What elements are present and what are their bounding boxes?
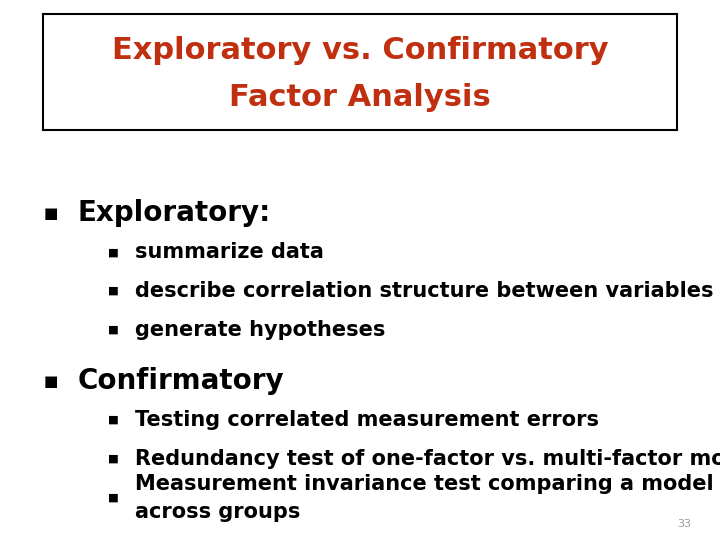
FancyBboxPatch shape: [43, 14, 677, 130]
Text: ■: ■: [108, 454, 119, 464]
Text: summarize data: summarize data: [135, 242, 324, 262]
Text: ■: ■: [108, 325, 119, 335]
Text: Factor Analysis: Factor Analysis: [229, 83, 491, 112]
Text: ■: ■: [108, 415, 119, 425]
Text: generate hypotheses: generate hypotheses: [135, 320, 386, 340]
Text: Testing correlated measurement errors: Testing correlated measurement errors: [135, 410, 599, 430]
Text: describe correlation structure between variables: describe correlation structure between v…: [135, 281, 714, 301]
Text: ■: ■: [108, 247, 119, 257]
Text: Exploratory:: Exploratory:: [78, 199, 271, 227]
Text: ■: ■: [108, 493, 119, 503]
Text: 33: 33: [678, 519, 691, 529]
Text: Exploratory vs. Confirmatory: Exploratory vs. Confirmatory: [112, 36, 608, 65]
Text: ■: ■: [43, 206, 58, 221]
Text: Redundancy test of one-factor vs. multi-factor models: Redundancy test of one-factor vs. multi-…: [135, 449, 720, 469]
Text: ■: ■: [108, 286, 119, 296]
Text: Measurement invariance test comparing a model
across groups: Measurement invariance test comparing a …: [135, 474, 714, 522]
Text: Confirmatory: Confirmatory: [78, 367, 284, 395]
Text: ■: ■: [43, 374, 58, 389]
